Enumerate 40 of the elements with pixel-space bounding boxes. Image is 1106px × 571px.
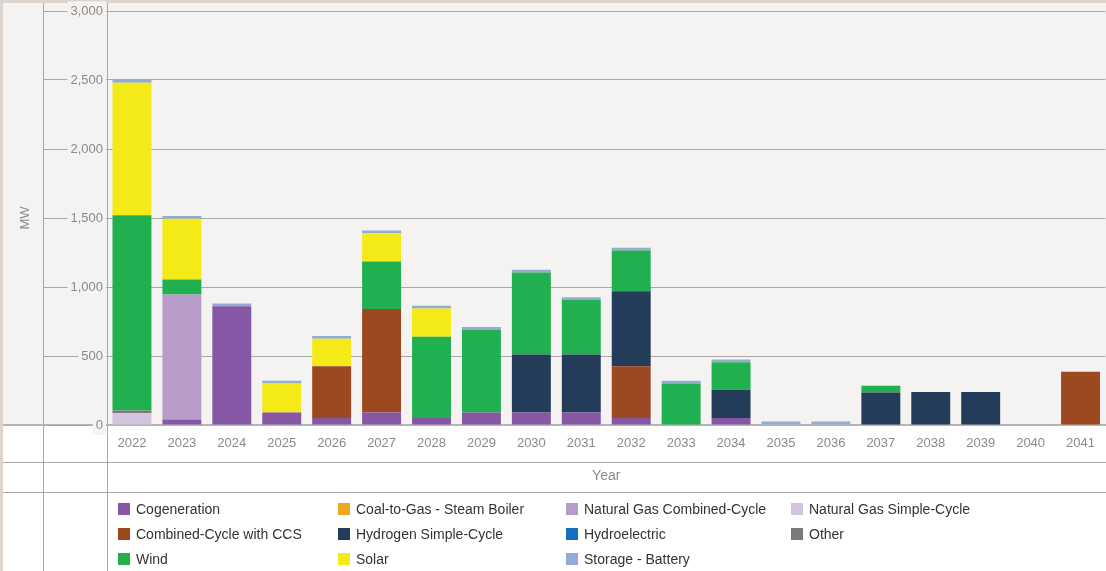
legend-label: Hydrogen Simple-Cycle xyxy=(356,525,504,542)
legend-label: Cogeneration xyxy=(136,500,221,517)
x-tick-label: 2033 xyxy=(666,435,696,451)
x-tick-label: 2024 xyxy=(217,435,247,451)
legend-label: Natural Gas Combined-Cycle xyxy=(584,500,767,517)
y-tick-label: 1,500 xyxy=(70,209,103,225)
x-tick-label: 2029 xyxy=(466,435,496,451)
x-tick-label: 2032 xyxy=(616,435,646,451)
legend-label: Coal-to-Gas - Steam Boiler xyxy=(356,500,525,517)
y-tick-label: 2,500 xyxy=(70,71,103,87)
x-tick-label: 2027 xyxy=(367,435,397,451)
legend-label: Hydroelectric xyxy=(584,525,666,542)
x-tick-label: 2034 xyxy=(716,435,746,451)
x-axis-title: Year xyxy=(592,467,621,484)
x-tick-label: 2031 xyxy=(566,435,596,451)
x-tick-label: 2040 xyxy=(1016,435,1046,451)
legend-label: Other xyxy=(809,525,845,542)
x-tick-label: 2023 xyxy=(167,435,197,451)
y-tick-label: 500 xyxy=(81,347,103,363)
x-tick-label: 2036 xyxy=(816,435,846,451)
x-tick-label: 2026 xyxy=(317,435,347,451)
x-tick-label: 2022 xyxy=(117,435,147,451)
x-tick-label: 2038 xyxy=(916,435,946,451)
x-tick-label: 2039 xyxy=(966,435,996,451)
x-tick-label: 2035 xyxy=(766,435,796,451)
legend-label: Combined-Cycle with CCS xyxy=(136,525,302,542)
x-tick-label: 2025 xyxy=(267,435,297,451)
y-axis-title: MW xyxy=(17,205,33,230)
legend-label: Natural Gas Simple-Cycle xyxy=(809,500,971,517)
legend-label: Solar xyxy=(356,550,389,567)
x-tick-label: 2041 xyxy=(1066,435,1095,451)
x-tick-label: 2037 xyxy=(866,435,896,451)
y-tick-label: 3,000 xyxy=(70,2,103,18)
y-tick-label: 1,000 xyxy=(70,278,103,294)
x-tick-label: 2028 xyxy=(417,435,446,451)
y-tick-label: 2,000 xyxy=(70,140,103,156)
legend-label: Storage - Battery xyxy=(584,550,690,567)
x-tick-label: 2030 xyxy=(516,435,546,451)
legend-label: Wind xyxy=(136,550,168,567)
y-tick-label: 0 xyxy=(95,416,103,432)
